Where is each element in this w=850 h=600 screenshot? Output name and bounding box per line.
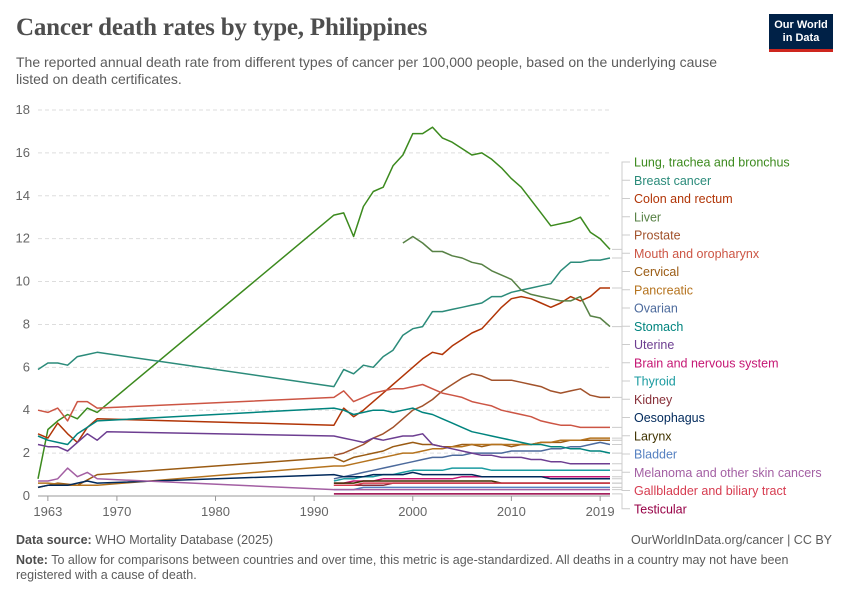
x-tick-label: 1970 xyxy=(102,504,131,519)
legend-connector xyxy=(612,482,630,491)
series-line-pancreatic xyxy=(38,437,610,487)
line-chart: 0 2 4 6 8 10 12 14 16 18 1963 1970 1980 1990 2000 2010… xyxy=(16,102,822,519)
legend-connector xyxy=(612,179,630,259)
y-tick-label: 10 xyxy=(16,274,30,289)
owid-logo[interactable]: Our World in Data xyxy=(769,14,833,52)
legend-connector xyxy=(612,198,630,289)
legend-label: Cervical xyxy=(634,265,679,279)
legend-label: Mouth and oropharynx xyxy=(634,247,760,261)
series-line-breast-cancer xyxy=(37,257,611,388)
legend-label: Lung, trachea and bronchus xyxy=(634,156,790,170)
legend-label: Stomach xyxy=(634,320,683,334)
series-line-gallbladder-and-biliary-tract xyxy=(333,482,610,487)
y-tick-label: 4 xyxy=(23,402,30,417)
x-axis-ticks: 1963 1970 1980 1990 2000 2010 2019 xyxy=(33,496,615,519)
chart-series-lines xyxy=(37,126,611,495)
legend-label: Kidney xyxy=(634,393,673,407)
y-tick-label: 16 xyxy=(16,145,30,160)
legend-connector xyxy=(612,252,630,428)
y-axis-ticks: 0 2 4 6 8 10 12 14 16 18 xyxy=(16,102,30,503)
y-tick-label: 6 xyxy=(23,359,30,374)
y-tick-label: 2 xyxy=(23,445,30,460)
legend-connector xyxy=(612,271,630,441)
series-line-liver xyxy=(402,235,611,328)
legend-item-bladder: Bladder xyxy=(612,448,677,488)
legend-label: Ovarian xyxy=(634,302,678,316)
legend-label: Pancreatic xyxy=(634,283,693,297)
chart-subtitle: The reported annual death rate from diff… xyxy=(16,54,717,87)
y-tick-label: 0 xyxy=(23,488,30,503)
legend-label: Larynx xyxy=(634,429,672,443)
logo-line2: in Data xyxy=(782,32,820,44)
y-tick-label: 18 xyxy=(16,102,30,117)
legend-label: Testicular xyxy=(634,502,687,516)
series-line-colon-and-rectum xyxy=(37,287,610,444)
legend-connector xyxy=(612,161,630,250)
legend-label: Thyroid xyxy=(634,375,676,389)
legend-item-melanoma-and-other-skin-cancers: Melanoma and other skin cancers xyxy=(612,466,822,491)
source-label: Data source: xyxy=(16,533,92,547)
footer-note: Note: To allow for comparisons between c… xyxy=(16,553,826,583)
x-tick-label: 1963 xyxy=(33,504,62,519)
legend-item-gallbladder-and-biliary-tract: Gallbladder and biliary tract xyxy=(612,482,787,498)
legend-connector xyxy=(612,435,630,484)
legend-connector xyxy=(612,493,630,510)
series-line-prostate xyxy=(333,373,610,457)
chart-grid xyxy=(38,109,610,497)
source-text[interactable]: WHO Mortality Database (2025) xyxy=(95,533,274,547)
legend-connector xyxy=(612,362,630,478)
legend-label: Uterine xyxy=(634,338,674,352)
chart-legend: Lung, trachea and bronchus Breast cancer C… xyxy=(612,156,822,516)
x-tick-label: 1980 xyxy=(201,504,230,519)
chart-title: Cancer death rates by type, Philippines xyxy=(16,14,428,41)
series-line-melanoma-and-other-skin-cancers xyxy=(38,467,610,491)
x-tick-label: 2000 xyxy=(398,504,427,519)
logo-line1: Our World xyxy=(774,19,828,31)
legend-item-breast-cancer: Breast cancer xyxy=(612,174,711,259)
series-line-stomach xyxy=(37,407,611,454)
legend-connector xyxy=(612,453,630,488)
series-line-bladder xyxy=(333,486,610,491)
legend-connector xyxy=(612,289,630,439)
series-line-cervical xyxy=(37,439,610,489)
legend-label: Gallbladder and biliary tract xyxy=(634,484,787,498)
legend-label: Liver xyxy=(634,210,661,224)
footer-source: Data source: WHO Mortality Database (202… xyxy=(16,533,273,547)
note-text: To allow for comparisons between countri… xyxy=(16,553,789,582)
series-line-brain-and-nervous-system xyxy=(333,475,610,484)
legend-connector xyxy=(612,307,630,445)
note-label: Note: xyxy=(16,553,48,567)
legend-label: Prostate xyxy=(634,229,681,243)
x-tick-label: 2010 xyxy=(497,504,526,519)
x-tick-label: 1990 xyxy=(300,504,329,519)
y-tick-label: 8 xyxy=(23,316,30,331)
series-line-uterine xyxy=(37,430,610,465)
legend-label: Colon and rectum xyxy=(634,192,733,206)
series-line-oesophagus xyxy=(37,471,610,489)
legend-connector xyxy=(612,471,630,491)
series-line-lung-trachea-and-bronchus xyxy=(37,126,611,479)
legend-connector xyxy=(612,325,630,454)
legend-label: Melanoma and other skin cancers xyxy=(634,466,822,480)
legend-connector xyxy=(612,234,630,398)
legend-label: Bladder xyxy=(634,448,677,462)
legend-connector xyxy=(612,417,630,480)
legend-label: Breast cancer xyxy=(634,174,711,188)
x-tick-label: 2019 xyxy=(586,504,615,519)
y-tick-label: 12 xyxy=(16,231,30,246)
legend-label: Brain and nervous system xyxy=(634,356,779,370)
legend-item-testicular: Testicular xyxy=(612,493,687,516)
legend-label: Oesophagus xyxy=(634,411,705,425)
series-line-mouth-and-oropharynx xyxy=(37,383,610,429)
legend-connector xyxy=(612,380,630,471)
y-tick-label: 14 xyxy=(16,188,30,203)
footer-license[interactable]: OurWorldInData.org/cancer | CC BY xyxy=(630,533,832,547)
